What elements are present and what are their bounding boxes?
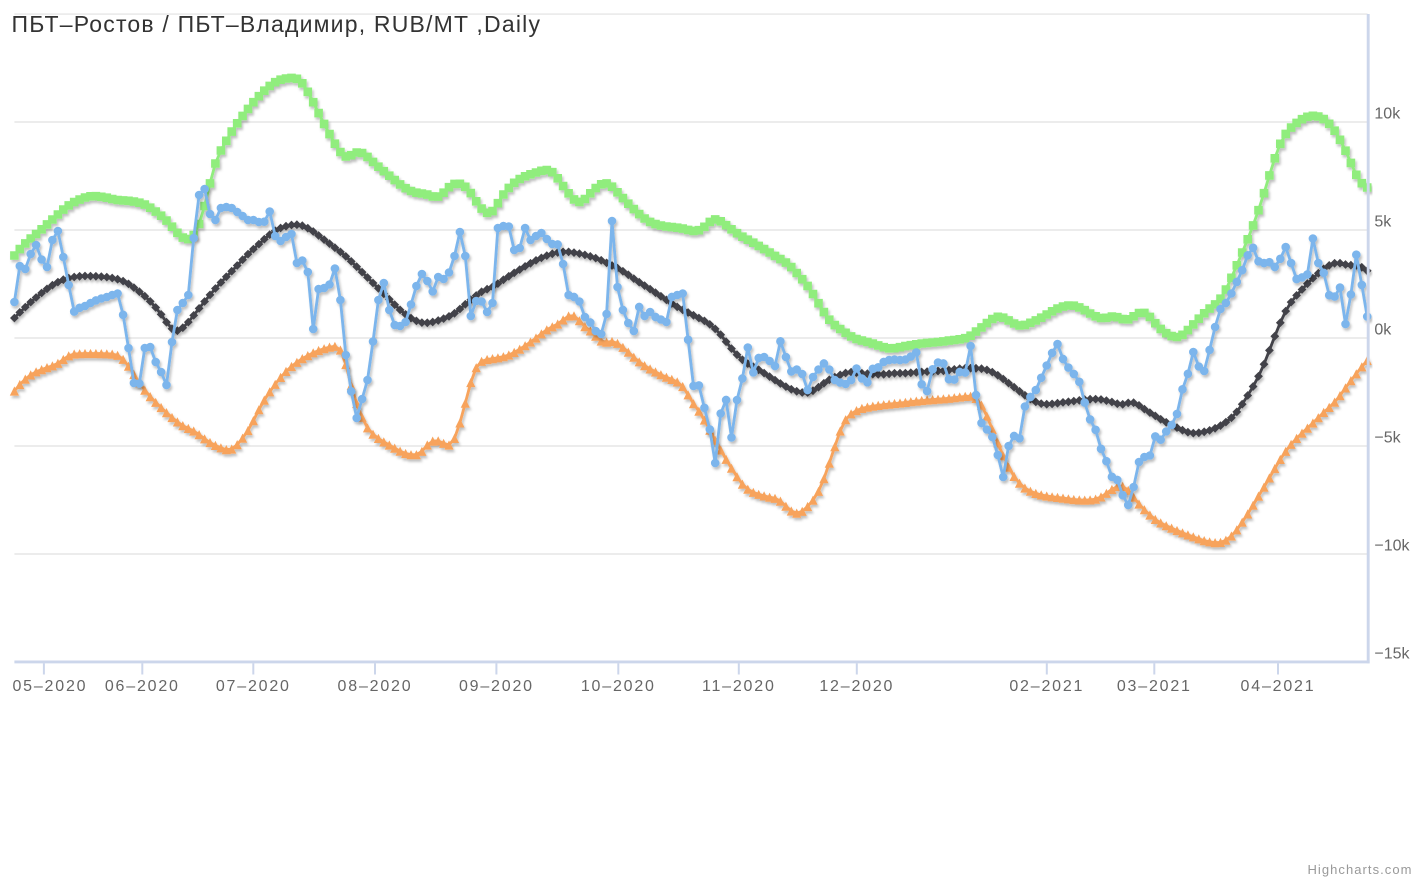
svg-text:06–2020: 06–2020 [105,678,180,695]
svg-text:ПБТ–Ростов / ПБТ–Владимир, RUB: ПБТ–Ростов / ПБТ–Владимир, RUB/MT ,Daily [12,11,542,37]
svg-text:08–2020: 08–2020 [338,678,413,695]
svg-text:−5k: −5k [1374,430,1401,447]
svg-text:10–2020: 10–2020 [581,678,656,695]
svg-text:5k: 5k [1374,214,1392,231]
svg-text:09–2020: 09–2020 [459,678,534,695]
svg-text:Highcharts.com: Highcharts.com [1307,862,1412,877]
svg-text:12–2020: 12–2020 [819,678,894,695]
svg-text:0k: 0k [1374,322,1392,339]
svg-text:04–2021: 04–2021 [1241,678,1316,695]
svg-text:−10k: −10k [1374,538,1410,555]
svg-text:02–2021: 02–2021 [1009,678,1084,695]
svg-text:−15k: −15k [1374,646,1410,663]
svg-text:07–2020: 07–2020 [216,678,291,695]
svg-text:11–2020: 11–2020 [702,678,776,695]
svg-text:10k: 10k [1374,106,1401,123]
svg-text:05–2020: 05–2020 [12,678,87,695]
svg-text:03–2021: 03–2021 [1117,678,1192,695]
